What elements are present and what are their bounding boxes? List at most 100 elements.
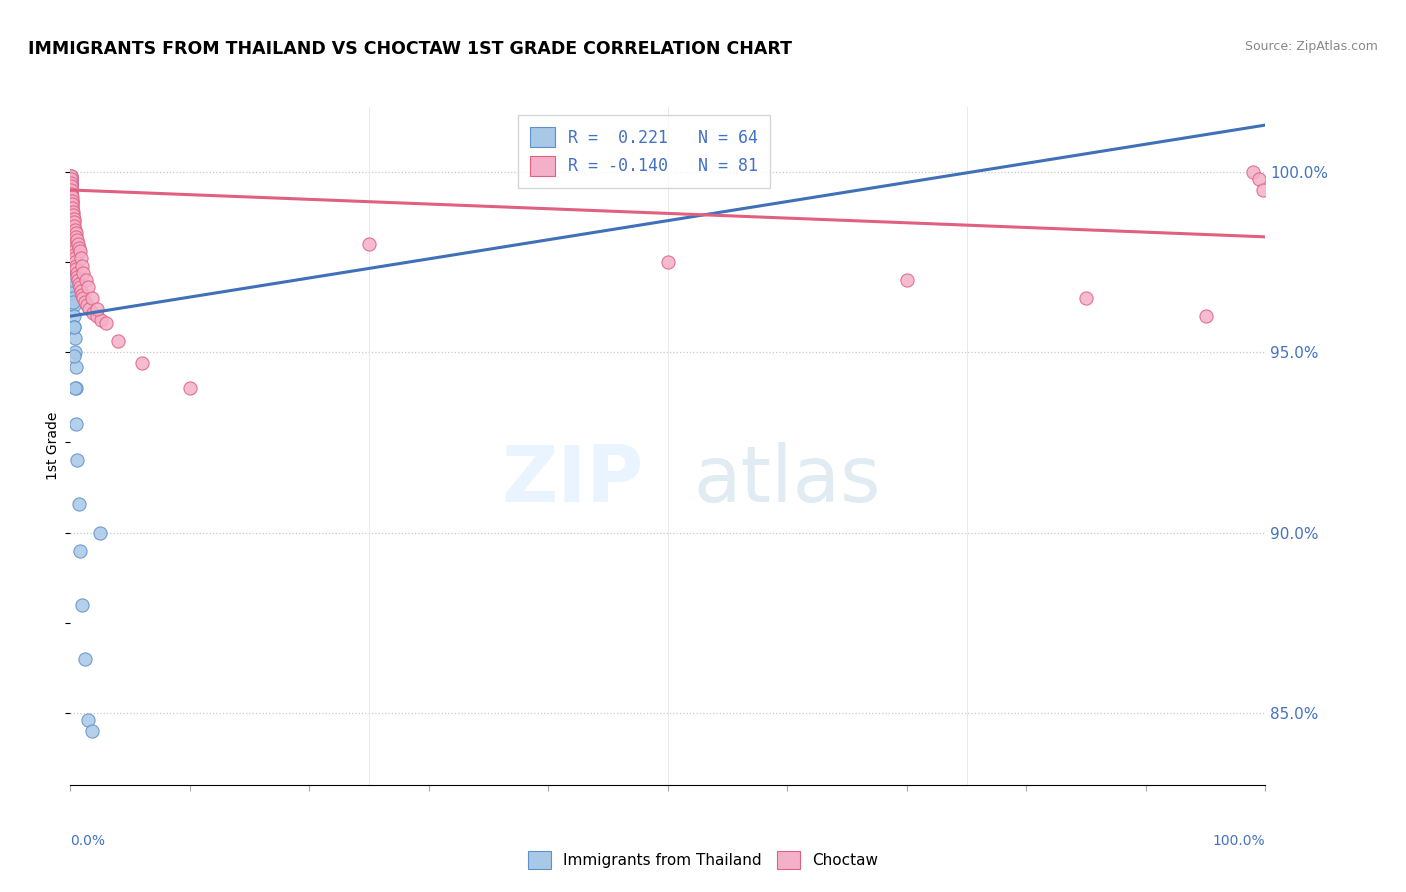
Point (62, 241, 84, 255)
Point (1195, 309, 1218, 323)
Point (63, 381, 86, 395)
Legend: Immigrants from Thailand, Choctaw: Immigrants from Thailand, Choctaw (522, 845, 884, 875)
Point (66, 237, 89, 252)
Point (359, 237, 381, 252)
Point (60, 241, 83, 255)
Point (62, 208, 84, 222)
Point (63, 255, 86, 269)
Point (89, 525, 111, 540)
Point (62, 219, 84, 233)
Point (70, 259, 93, 273)
Point (65, 359, 87, 374)
Point (63, 222, 86, 236)
Point (60, 197, 83, 211)
Point (63, 331, 86, 345)
Point (67, 497, 90, 511)
Point (60, 259, 83, 273)
Point (62, 226, 84, 240)
Point (62, 222, 84, 236)
Point (60, 211, 83, 226)
Text: IMMIGRANTS FROM THAILAND VS CHOCTAW 1ST GRADE CORRELATION CHART: IMMIGRANTS FROM THAILAND VS CHOCTAW 1ST … (28, 40, 792, 58)
Point (90, 313, 112, 327)
Point (62, 277, 84, 291)
Point (60, 194, 83, 208)
Text: Source: ZipAtlas.com: Source: ZipAtlas.com (1244, 40, 1378, 54)
Point (66, 269, 89, 284)
Point (60, 252, 83, 266)
Point (70, 287, 93, 301)
Point (62, 234, 84, 248)
Point (62, 298, 84, 312)
Point (60, 201, 83, 215)
Point (60, 194, 83, 208)
Point (77, 280, 100, 294)
Point (73, 652, 96, 666)
Point (86, 309, 108, 323)
Point (62, 273, 84, 287)
Point (80, 723, 103, 738)
Point (60, 186, 83, 201)
Point (62, 273, 84, 287)
Point (66, 453, 89, 467)
Point (179, 381, 201, 395)
Point (896, 273, 918, 287)
Point (1249, 172, 1271, 186)
Point (60, 230, 83, 244)
Point (60, 183, 83, 197)
Point (66, 266, 89, 280)
Point (63, 252, 86, 266)
Point (59, 169, 82, 183)
Point (73, 294, 96, 309)
Point (62, 294, 84, 309)
Point (72, 291, 94, 305)
Point (65, 417, 87, 432)
Y-axis label: 1st Grade: 1st Grade (46, 412, 60, 480)
Point (70, 252, 93, 266)
Point (59, 179, 82, 194)
Point (86, 301, 108, 316)
Point (107, 334, 129, 349)
Point (60, 179, 83, 194)
Point (60, 201, 83, 215)
Point (63, 215, 86, 229)
Point (60, 237, 83, 252)
Point (60, 201, 83, 215)
Point (62, 269, 84, 284)
Point (67, 277, 90, 291)
Point (77, 713, 100, 727)
Point (67, 241, 90, 255)
Point (60, 197, 83, 211)
Point (59, 172, 82, 186)
Point (65, 230, 87, 244)
Point (60, 194, 83, 208)
Point (60, 197, 83, 211)
Point (60, 186, 83, 201)
Point (60, 186, 83, 201)
Point (60, 222, 83, 236)
Point (60, 255, 83, 269)
Point (60, 248, 83, 262)
Point (63, 248, 86, 262)
Point (60, 204, 83, 219)
Point (96, 317, 118, 331)
Point (60, 190, 83, 204)
Point (63, 345, 86, 359)
Point (60, 226, 83, 240)
Point (59, 176, 82, 190)
Point (69, 543, 91, 558)
Point (63, 309, 86, 323)
Point (60, 215, 83, 229)
Legend: R =  0.221   N = 64, R = -0.140   N = 81: R = 0.221 N = 64, R = -0.140 N = 81 (519, 115, 769, 187)
Point (70, 598, 93, 612)
Text: atlas: atlas (693, 442, 882, 518)
Point (65, 226, 87, 240)
Point (60, 176, 83, 190)
Point (59, 172, 82, 186)
Point (60, 183, 83, 197)
Point (60, 237, 83, 252)
Point (62, 204, 84, 219)
Point (60, 190, 83, 204)
Point (63, 320, 86, 334)
Point (60, 262, 83, 277)
Text: 100.0%: 100.0% (1213, 834, 1265, 848)
